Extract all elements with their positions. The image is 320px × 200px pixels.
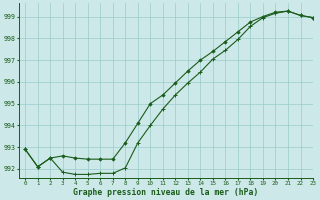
- X-axis label: Graphe pression niveau de la mer (hPa): Graphe pression niveau de la mer (hPa): [73, 188, 259, 197]
